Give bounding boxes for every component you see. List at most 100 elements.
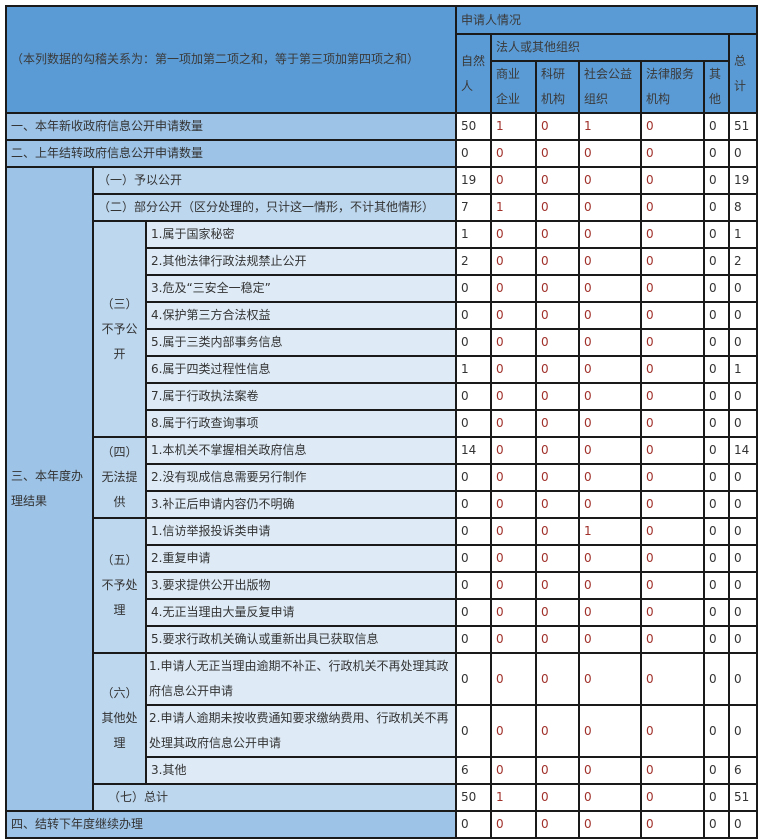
value-cell: 0 [728, 463, 759, 492]
value-cell: 0 [578, 220, 643, 249]
row-label: 2.申请人逾期未按收费通知要求缴纳费用、行政机关不再处理其政府信息公开申请 [144, 704, 458, 758]
value-cell: 0 [578, 598, 643, 627]
value-cell: 0 [455, 517, 493, 546]
value-cell: 0 [640, 517, 706, 546]
value-cell: 1 [728, 355, 759, 384]
header-natural-person: 自然人 [455, 33, 493, 114]
value-cell: 0 [728, 652, 759, 706]
table-row: 2.其他法律行政法规禁止公开 2 0 0 0 0 0 2 [6, 247, 759, 276]
value-cell: 0 [703, 274, 731, 303]
row-label: 3.危及“三安全一稳定” [144, 274, 458, 303]
value-cell: 0 [703, 328, 731, 357]
value-cell: 0 [455, 409, 493, 438]
value-cell: 0 [490, 328, 538, 357]
group-label: （三）不予公开 [92, 220, 147, 438]
value-cell: 0 [703, 598, 731, 627]
group-label: （四）无法提供 [92, 436, 147, 519]
value-cell: 0 [640, 598, 706, 627]
value-cell: 8 [728, 193, 759, 222]
table-row: 2.重复申请 0 0 0 0 0 0 0 [6, 544, 759, 573]
value-cell: 6 [728, 756, 759, 785]
row-label: 一、本年新收政府信息公开申请数量 [4, 112, 458, 141]
header-org-legal: 法律服务机构 [640, 60, 706, 114]
value-cell: 0 [640, 436, 706, 465]
value-cell: 0 [535, 652, 581, 706]
value-cell: 0 [578, 756, 643, 785]
table-row: 4.保护第三方合法权益 0 0 0 0 0 0 0 [6, 301, 759, 330]
row-label: 5.要求行政机关确认或重新出具已获取信息 [144, 625, 458, 654]
value-cell: 0 [535, 598, 581, 627]
value-cell: 0 [703, 625, 731, 654]
value-cell: 0 [640, 544, 706, 573]
value-cell: 0 [640, 139, 706, 168]
value-cell: 0 [703, 704, 731, 758]
value-cell: 0 [703, 463, 731, 492]
value-cell: 0 [490, 274, 538, 303]
value-cell: 0 [703, 139, 731, 168]
value-cell: 7 [455, 193, 493, 222]
row-label: 1.属于国家秘密 [144, 220, 458, 249]
value-cell: 0 [578, 544, 643, 573]
value-cell: 0 [455, 625, 493, 654]
value-cell: 0 [535, 274, 581, 303]
table-row: 6.属于四类过程性信息 1 0 0 0 0 0 1 [6, 355, 759, 384]
value-cell: 0 [728, 328, 759, 357]
row-label: 7.属于行政执法案卷 [144, 382, 458, 411]
row-label: 5.属于三类内部事务信息 [144, 328, 458, 357]
value-cell: 0 [640, 490, 706, 519]
value-cell: 0 [728, 598, 759, 627]
table-row: 8.属于行政查询事项 0 0 0 0 0 0 0 [6, 409, 759, 438]
value-cell: 19 [728, 166, 759, 195]
value-cell: 0 [455, 544, 493, 573]
value-cell: 0 [535, 355, 581, 384]
value-cell: 0 [728, 382, 759, 411]
value-cell: 0 [703, 571, 731, 600]
row-label: 3.其他 [144, 756, 458, 785]
row-label: 2.没有现成信息需要另行制作 [144, 463, 458, 492]
value-cell: 0 [578, 463, 643, 492]
value-cell: 0 [535, 409, 581, 438]
value-cell: 0 [455, 652, 493, 706]
row-label: 1.本机关不掌握相关政府信息 [144, 436, 458, 465]
value-cell: 0 [728, 571, 759, 600]
header-org-public-welfare: 社会公益组织 [578, 60, 643, 114]
value-cell: 2 [455, 247, 493, 276]
value-cell: 0 [535, 301, 581, 330]
row-label: （二）部分公开（区分处理的，只计这一情形，不计其他情形） [91, 193, 458, 222]
value-cell: 0 [703, 355, 731, 384]
value-cell: 0 [455, 463, 493, 492]
value-cell: 0 [640, 463, 706, 492]
value-cell: 0 [703, 756, 731, 785]
row-label: （一）予以公开 [91, 166, 458, 195]
value-cell: 19 [455, 166, 493, 195]
value-cell: 0 [703, 382, 731, 411]
value-cell: 0 [455, 328, 493, 357]
value-cell: 1 [490, 112, 538, 141]
table-row: 2.申请人逾期未按收费通知要求缴纳费用、行政机关不再处理其政府信息公开申请 0 0 0… [6, 704, 759, 758]
value-cell: 0 [535, 193, 581, 222]
table-row: （四）无法提供 1.本机关不掌握相关政府信息 14 0 0 0 0 0 14 [6, 436, 759, 519]
value-cell: 0 [703, 166, 731, 195]
value-cell: 0 [728, 139, 759, 168]
value-cell: 0 [640, 783, 706, 812]
value-cell: 0 [490, 220, 538, 249]
value-cell: 0 [535, 382, 581, 411]
table-row: 2.没有现成信息需要另行制作 0 0 0 0 0 0 0 [6, 463, 759, 492]
value-cell: 0 [578, 652, 643, 706]
value-cell: 0 [640, 409, 706, 438]
value-cell: 0 [578, 247, 643, 276]
value-cell: 0 [578, 704, 643, 758]
value-cell: 0 [490, 704, 538, 758]
section-label-results: 三、本年度办理结果 [5, 166, 94, 812]
header-org-business: 商业企业 [490, 60, 538, 114]
value-cell: 0 [640, 328, 706, 357]
row-label: 4.保护第三方合法权益 [144, 301, 458, 330]
value-cell: 0 [703, 517, 731, 546]
value-cell: 0 [703, 220, 731, 249]
table-row: （七）总计 50 1 0 0 0 0 51 [6, 783, 759, 812]
value-cell: 0 [578, 301, 643, 330]
value-cell: 0 [535, 139, 581, 168]
value-cell: 51 [728, 783, 759, 812]
value-cell: 1 [490, 193, 538, 222]
value-cell: 1 [490, 783, 538, 812]
